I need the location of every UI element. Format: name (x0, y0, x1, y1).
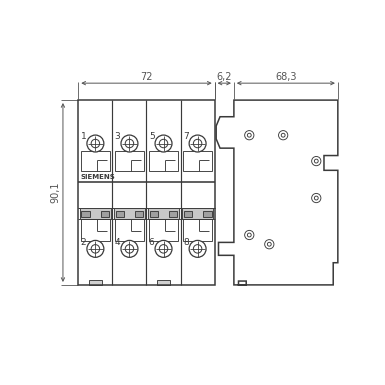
Bar (148, 208, 179, 219)
Text: 5: 5 (149, 132, 154, 141)
Bar (81, 219, 110, 241)
Text: 2: 2 (81, 238, 86, 246)
Circle shape (155, 135, 172, 152)
Bar (135, 211, 143, 216)
Text: 72: 72 (140, 72, 153, 82)
Bar (184, 211, 192, 216)
Bar (115, 151, 144, 171)
Text: 68,3: 68,3 (275, 72, 296, 82)
Text: 3: 3 (115, 132, 121, 141)
Circle shape (121, 135, 138, 152)
Bar (203, 211, 211, 216)
Text: 8: 8 (183, 238, 189, 246)
Bar (89, 280, 102, 285)
Bar (80, 208, 111, 219)
Bar (81, 151, 110, 171)
Circle shape (189, 240, 206, 257)
Text: 6,2: 6,2 (216, 72, 232, 82)
Text: SIEMENS: SIEMENS (81, 174, 116, 180)
Circle shape (121, 240, 138, 257)
Circle shape (155, 240, 172, 257)
Text: 7: 7 (183, 132, 189, 141)
Bar (82, 211, 90, 216)
Bar (115, 219, 144, 241)
Text: 6: 6 (149, 238, 154, 246)
Circle shape (189, 135, 206, 152)
Text: 1: 1 (81, 132, 86, 141)
Bar (157, 280, 170, 285)
Text: 90,1: 90,1 (51, 182, 61, 203)
Bar (169, 211, 177, 216)
Bar (183, 219, 212, 241)
Text: 4: 4 (115, 238, 121, 246)
Bar (183, 151, 212, 171)
Bar (79, 100, 215, 285)
Bar (114, 208, 145, 219)
Bar (149, 151, 178, 171)
Bar (182, 208, 213, 219)
Circle shape (87, 135, 104, 152)
Circle shape (87, 240, 104, 257)
Bar (149, 219, 178, 241)
Bar (150, 211, 158, 216)
Bar (116, 211, 124, 216)
Bar (100, 211, 109, 216)
